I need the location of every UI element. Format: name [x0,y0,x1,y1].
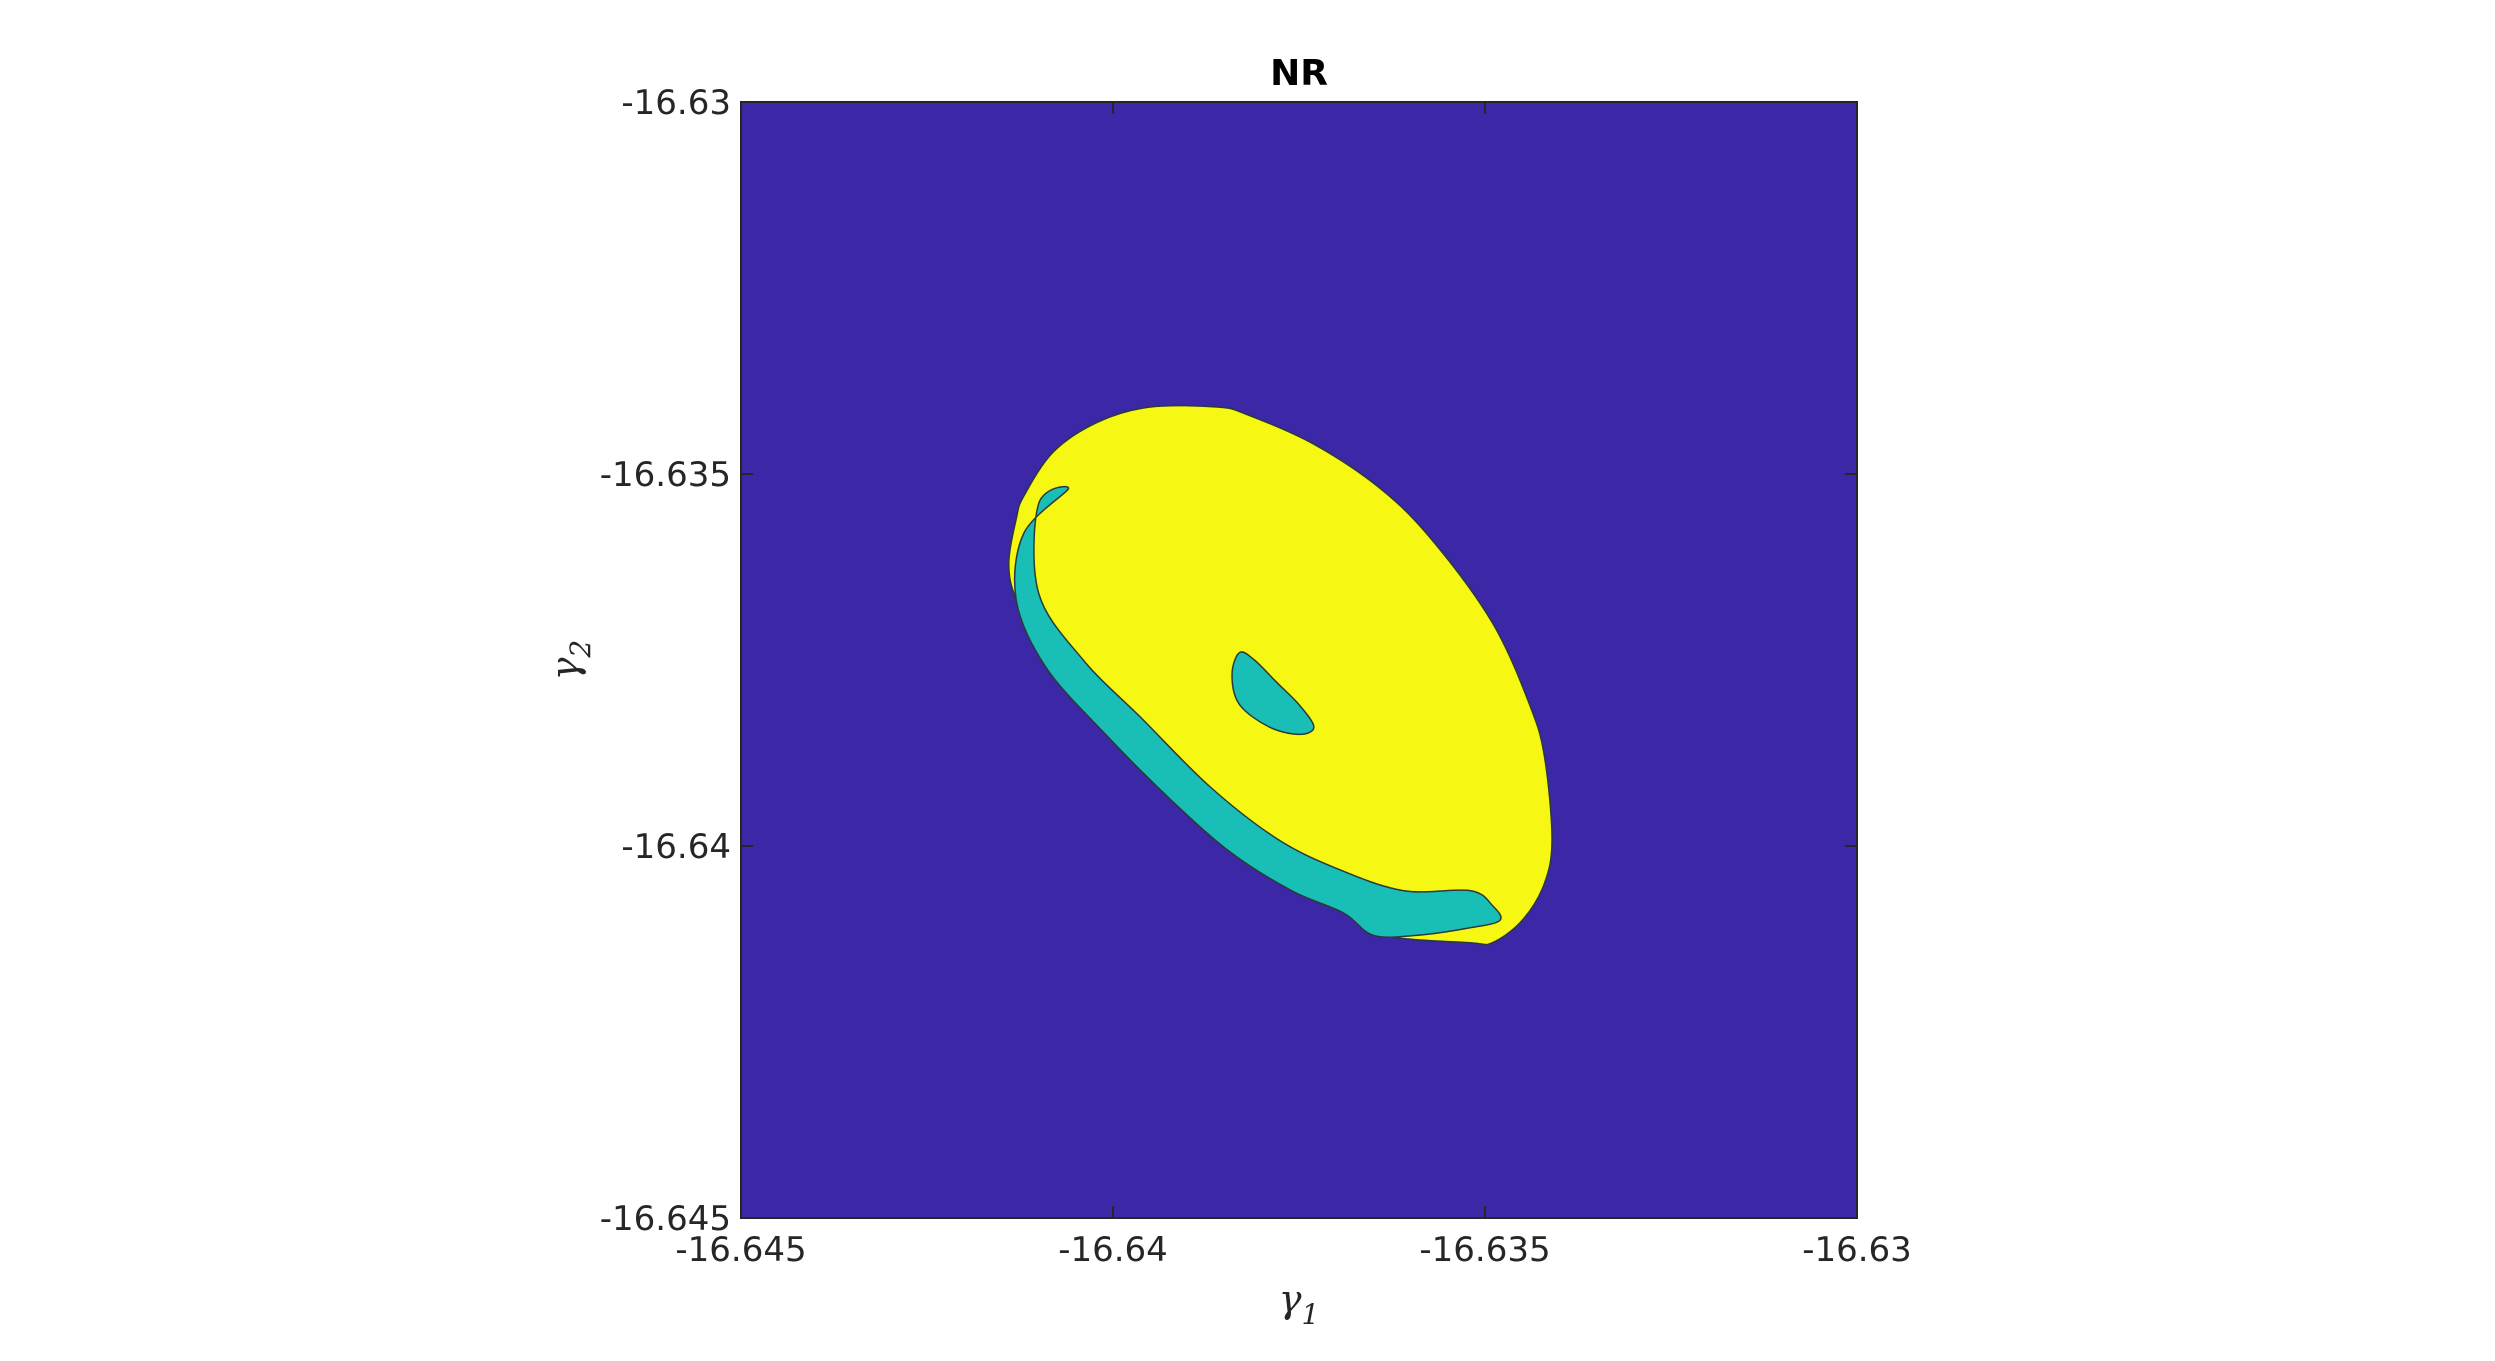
y-axis-label: γ2 [543,640,597,681]
chart-title: NR [1270,53,1328,94]
y-axis-subscript: 2 [564,640,597,659]
y-axis-symbol: γ [543,657,587,680]
x-tick-label-3: -16.63 [1802,1230,1912,1270]
x-axis-label: γ1 [1279,1277,1320,1331]
y-tick-label-3: -16.645 [600,1199,731,1239]
contour-regions [1008,404,1553,946]
axis-ticks: -16.645 -16.64 -16.635 -16.63 -16.63 -16.635 -… [600,83,1912,1270]
plot-frame [740,101,1858,1219]
x-tick-label-2: -16.635 [1419,1230,1550,1270]
region-teal-2 [1231,651,1315,736]
x-tick-label-0: -16.645 [675,1230,806,1270]
region-teal-1 [1013,485,1502,938]
x-tick-label-1: -16.64 [1058,1230,1168,1270]
x-axis-subscript: 1 [1301,1298,1319,1331]
y-tick-label-1: -16.635 [600,455,731,495]
y-tick-label-2: -16.64 [621,827,731,867]
x-axis-symbol: γ [1279,1277,1302,1321]
y-tick-label-0: -16.63 [621,83,731,123]
